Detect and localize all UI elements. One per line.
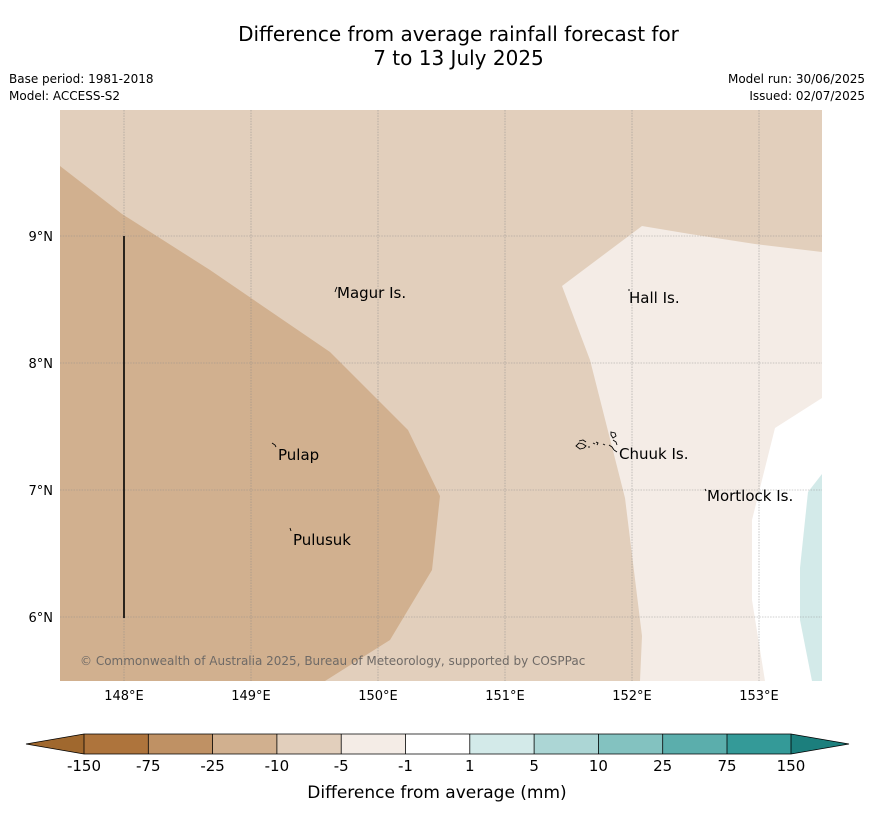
colorbar-tick: -75 — [136, 757, 161, 775]
colorbar-tick: 1 — [465, 757, 475, 775]
place-label-pulusuk: Pulusuk — [293, 531, 351, 549]
model-run: Model run: 30/06/2025 — [727, 72, 865, 86]
colorbar-bin — [469, 734, 535, 754]
colorbar-tick: 25 — [653, 757, 672, 775]
island-outlines — [271, 286, 707, 532]
graticule — [60, 110, 822, 681]
anomaly-region-minus25-minus10 — [60, 166, 440, 681]
place-labels: Magur Is. Hall Is. Pulap Chuuk Is. Mortl… — [278, 284, 793, 549]
colorbar-bin — [148, 734, 213, 754]
island-pulap — [271, 442, 277, 448]
model-name: Model: ACCESS-S2 — [9, 89, 121, 103]
lat-label: 7°N — [29, 484, 54, 499]
colorbar-bin — [84, 734, 149, 754]
meta-left: Base period: 1981-2018 Model: ACCESS-S2 — [9, 71, 154, 105]
colorbar-tick: -5 — [334, 757, 349, 775]
colorbar-extend-high — [791, 734, 849, 754]
meta-right: Model run: 30/06/2025 Issued: 02/07/2025 — [728, 71, 865, 105]
island-pulusuk — [289, 527, 292, 532]
lon-label: 152°E — [612, 689, 652, 704]
title-line-2: 7 to 13 July 2025 — [373, 46, 544, 70]
colorbar-outline — [25, 733, 850, 755]
colorbar-tick: -1 — [398, 757, 413, 775]
colorbar-bin — [727, 734, 791, 754]
place-label-mortlock: Mortlock Is. — [707, 487, 793, 505]
lat-label: 6°N — [29, 611, 54, 626]
issued-date: Issued: 02/07/2025 — [749, 89, 865, 103]
lat-label: 8°N — [29, 357, 54, 372]
colorbar-tick: 150 — [777, 757, 806, 775]
title-line-1: Difference from average rainfall forecas… — [238, 22, 679, 46]
colorbar-bin — [405, 734, 470, 754]
colorbar-bin — [341, 734, 406, 754]
colorbar-bin — [534, 734, 599, 754]
place-label-hall: Hall Is. — [629, 289, 680, 307]
colorbar: -150 -75 -25 -10 -5 -1 1 5 10 25 75 150 … — [25, 733, 850, 803]
place-label-pulap: Pulap — [278, 446, 319, 464]
colorbar-title: Difference from average (mm) — [307, 783, 566, 803]
colorbar-bin — [212, 734, 277, 754]
lon-label: 148°E — [104, 689, 144, 704]
colorbar-bin — [276, 734, 342, 754]
colorbar-tick: -25 — [200, 757, 225, 775]
colorbar-tick: 10 — [589, 757, 608, 775]
anomaly-region-plus1-plus5 — [800, 474, 822, 681]
base-period: Base period: 1981-2018 — [9, 72, 154, 86]
place-label-chuuk: Chuuk Is. — [619, 445, 688, 463]
lat-label: 9°N — [29, 230, 54, 245]
latitude-labels: 9°N 8°N 7°N 6°N — [29, 230, 54, 626]
lon-label: 151°E — [485, 689, 525, 704]
island-mortlock — [704, 488, 707, 492]
colorbar-tick: 5 — [529, 757, 539, 775]
lon-label: 153°E — [739, 689, 779, 704]
place-label-magur: Magur Is. — [337, 284, 406, 302]
colorbar-tick: 75 — [717, 757, 736, 775]
colorbar-tick: -150 — [67, 757, 101, 775]
colorbar-bin — [662, 734, 727, 754]
colorbar-tick-labels: -150 -75 -25 -10 -5 -1 1 5 10 25 75 150 — [67, 757, 805, 775]
colorbar-extend-low — [26, 734, 84, 754]
rainfall-map: © Commonwealth of Australia 2025, Bureau… — [60, 110, 822, 681]
colorbar-bin — [598, 734, 663, 754]
lon-label: 150°E — [358, 689, 398, 704]
copyright-notice: © Commonwealth of Australia 2025, Bureau… — [80, 654, 585, 668]
island-magur — [334, 286, 338, 293]
island-chuuk — [575, 431, 618, 453]
lon-label: 149°E — [231, 689, 271, 704]
colorbar-tick: -10 — [265, 757, 290, 775]
longitude-labels: 148°E 149°E 150°E 151°E 152°E 153°E — [104, 689, 779, 704]
map-title: Difference from average rainfall forecas… — [0, 22, 873, 70]
